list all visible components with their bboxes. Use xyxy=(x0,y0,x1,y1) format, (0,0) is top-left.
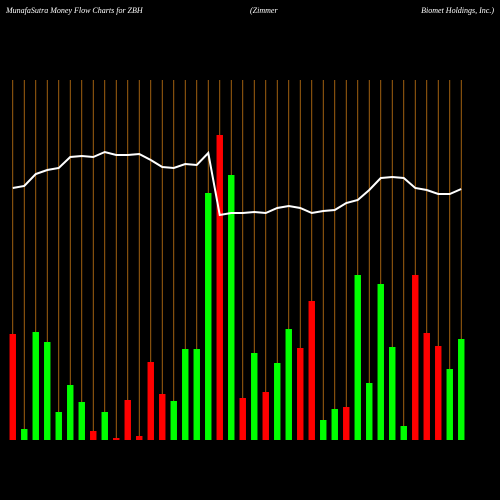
bar xyxy=(412,275,419,440)
bar xyxy=(262,392,269,440)
bar xyxy=(9,334,16,440)
bar xyxy=(400,426,407,440)
bar xyxy=(32,332,39,440)
bar xyxy=(343,407,350,440)
bar xyxy=(354,275,361,440)
bar xyxy=(159,394,166,440)
bar xyxy=(331,409,338,440)
bar xyxy=(55,412,62,440)
bar xyxy=(458,339,465,440)
chart-title: MunafaSutra Money Flow Charts for ZBH xyxy=(5,6,144,15)
bar xyxy=(205,193,212,440)
bar xyxy=(113,438,120,440)
bar xyxy=(389,347,396,440)
bar xyxy=(78,402,85,440)
bar xyxy=(446,369,453,440)
bar xyxy=(147,362,154,440)
bar xyxy=(285,329,292,440)
bar xyxy=(44,342,51,440)
chart-subtitle-right: Biomet Holdings, Inc.) xyxy=(421,6,494,15)
chart-subtitle-left: (Zimmer xyxy=(250,6,278,15)
bar xyxy=(251,353,258,440)
bar xyxy=(377,284,384,440)
bar xyxy=(435,346,442,440)
bar xyxy=(239,398,246,440)
bar xyxy=(320,420,327,440)
bar xyxy=(193,349,200,440)
bar xyxy=(297,348,304,440)
bar xyxy=(101,412,108,440)
money-flow-line xyxy=(12,150,462,217)
bar xyxy=(67,385,74,440)
bar xyxy=(21,429,28,440)
bar xyxy=(216,135,223,440)
bar xyxy=(124,400,131,440)
bar xyxy=(90,431,97,440)
bar xyxy=(423,333,430,440)
bar xyxy=(182,349,189,440)
bar xyxy=(136,436,143,440)
bar xyxy=(366,383,373,440)
bar xyxy=(308,301,315,440)
bar xyxy=(228,175,235,440)
bar xyxy=(274,363,281,440)
bar xyxy=(170,401,177,440)
